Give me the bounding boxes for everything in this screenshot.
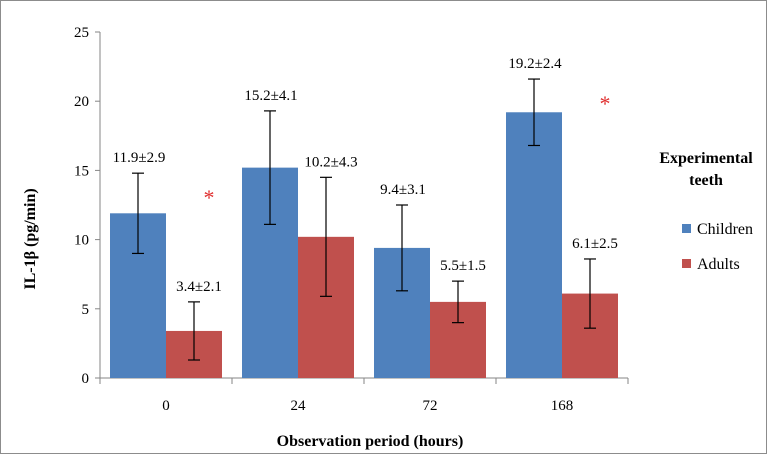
data-label: 15.2±4.1 — [244, 88, 297, 104]
bar-children — [506, 112, 562, 378]
data-label: 9.4±3.1 — [380, 182, 426, 198]
data-labels: 11.9±2.9 15.2±4.1 9.4±3.1 19.2±2.4 3.4±2.1 10… — [113, 56, 618, 295]
x-tick-label: 72 — [423, 398, 438, 414]
data-label: 11.9±2.9 — [113, 150, 166, 166]
legend-label-children: Children — [697, 221, 753, 238]
y-axis-title: IL-1β (pg/min) — [22, 188, 39, 289]
data-label: 19.2±2.4 — [508, 56, 562, 72]
y-tick-label: 25 — [74, 25, 89, 41]
data-label: 6.1±2.5 — [572, 236, 618, 252]
y-tick-label: 10 — [74, 233, 89, 249]
x-axis-title: Observation period (hours) — [277, 433, 464, 450]
significance-star: * — [204, 185, 215, 210]
data-label: 10.2±4.3 — [304, 154, 357, 170]
significance-star: * — [600, 91, 611, 116]
legend-swatch-children — [682, 224, 691, 233]
legend-label-adults: Adults — [697, 256, 740, 273]
legend-swatch-adults — [682, 259, 691, 268]
legend: Experimental teeth Children Adults — [659, 150, 753, 273]
y-tick-label: 5 — [82, 302, 90, 318]
legend-title-line2: teeth — [689, 172, 723, 189]
x-tick-label: 24 — [291, 398, 307, 414]
y-tick-label: 15 — [74, 163, 89, 179]
data-label: 5.5±1.5 — [440, 258, 486, 274]
bars — [110, 78, 618, 378]
x-tick-label: 168 — [551, 398, 574, 414]
axes: 0 5 10 15 20 25 0 24 72 168 — [74, 25, 629, 414]
y-tick-label: 20 — [74, 94, 89, 110]
x-tick-label: 0 — [162, 398, 170, 414]
legend-title-line1: Experimental — [659, 150, 753, 167]
y-tick-label: 0 — [82, 371, 90, 387]
data-label: 3.4±2.1 — [176, 279, 222, 295]
